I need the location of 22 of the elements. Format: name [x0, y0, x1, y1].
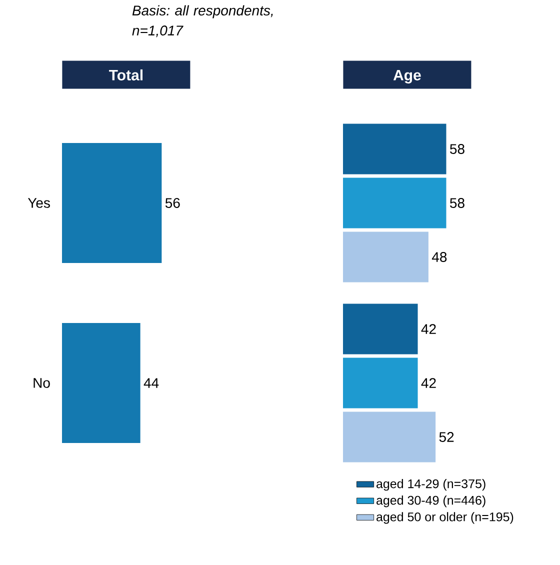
bar: [343, 232, 428, 282]
data-label: 58: [450, 198, 464, 208]
data-label: 42: [421, 378, 436, 388]
legend-label: aged 14-29 (n=375): [376, 479, 486, 491]
bar: [343, 358, 418, 408]
y-tick-label: Yes: [28, 198, 50, 208]
legend-label: aged 50 or older (n=195): [376, 512, 514, 524]
data-label: 52: [439, 432, 454, 442]
bar: [343, 412, 436, 462]
data-label: 48: [432, 252, 447, 262]
data-label: 58: [450, 144, 464, 154]
chart-title: Age: [393, 70, 421, 84]
data-label: 44: [144, 378, 159, 388]
bar: [343, 304, 418, 354]
chart-title: Total: [109, 69, 143, 80]
legend-label: aged 30-49 (n=446): [376, 496, 486, 508]
y-tick-label: No: [34, 378, 50, 388]
bar: [343, 178, 446, 228]
bar: [343, 124, 446, 174]
data-label: 42: [421, 324, 436, 334]
text: Basis: all respondents, n=1,017: [132, 5, 273, 38]
data-label: 56: [165, 198, 180, 208]
